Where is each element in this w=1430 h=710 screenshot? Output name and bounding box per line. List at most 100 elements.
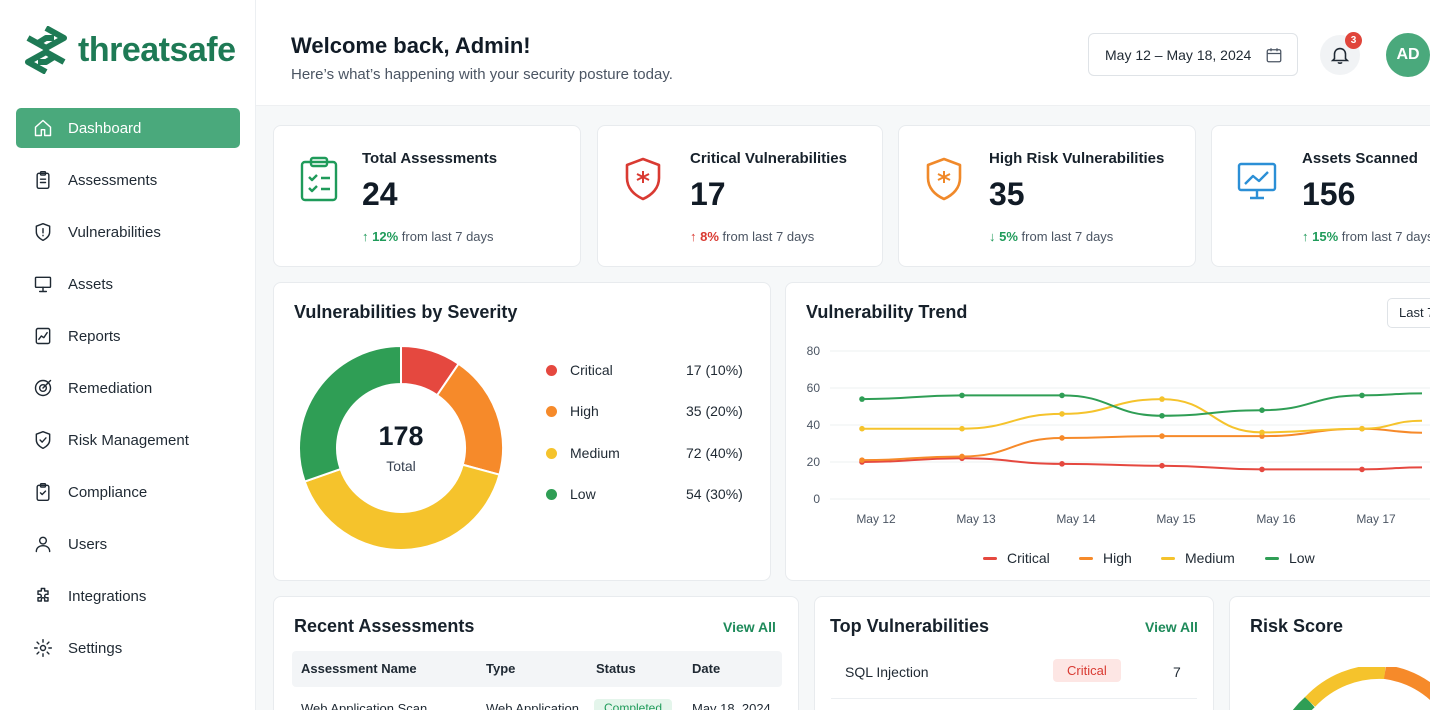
page-title: Welcome back, Admin! — [291, 33, 531, 58]
severity-card: Vulnerabilities by Severity 178 Total Cr… — [273, 282, 771, 581]
trend-card: Vulnerability Trend Last 7 0 20 40 60 80 May … — [785, 282, 1430, 581]
trend-range-dropdown[interactable]: Last 7 — [1387, 298, 1430, 328]
legend-dot — [546, 364, 557, 376]
trend-point-medium[interactable] — [959, 425, 965, 432]
home-icon — [32, 117, 54, 139]
bell-icon — [1330, 47, 1350, 65]
vuln-name: SQL Injection — [845, 664, 929, 680]
top-header: Welcome back, Admin! Here’s what’s happe… — [256, 0, 1430, 106]
legend-dot — [546, 405, 557, 417]
cell-type: Web Application — [486, 701, 579, 710]
trend-point-low[interactable] — [1259, 407, 1265, 413]
arrow-up-icon: ↑ — [690, 229, 701, 244]
nav-item-vulnerabilities[interactable]: Vulnerabilities — [16, 212, 240, 252]
stat-card-total-assessments[interactable]: Total Assessments 24 ↑ 12% from last 7 d… — [273, 125, 581, 267]
stat-change-pct: 5% — [999, 229, 1018, 244]
trend-point-low[interactable] — [1359, 392, 1365, 399]
trend-point-low[interactable] — [1059, 392, 1065, 399]
trend-point-high[interactable] — [959, 453, 965, 460]
nav-item-reports[interactable]: Reports — [16, 316, 240, 356]
trend-point-critical[interactable] — [1059, 461, 1065, 467]
nav-item-settings[interactable]: Settings — [16, 628, 240, 668]
calendar-icon — [1266, 48, 1282, 63]
trend-legend-critical: Critical — [983, 550, 1050, 566]
trend-point-medium[interactable] — [1059, 411, 1065, 417]
nav-item-integrations[interactable]: Integrations — [16, 576, 240, 616]
arrow-down-icon: ↓ — [989, 229, 1000, 244]
trend-line-medium — [862, 398, 1423, 434]
y-tick-label: 20 — [807, 455, 821, 469]
date-range-picker[interactable]: May 12 – May 18, 2024 — [1088, 33, 1298, 76]
stat-label: Assets Scanned — [1302, 150, 1418, 167]
nav-label: Vulnerabilities — [68, 223, 161, 241]
trend-point-low[interactable] — [859, 396, 865, 402]
stat-change-pct: 8% — [700, 229, 719, 244]
nav-item-risk-management[interactable]: Risk Management — [16, 420, 240, 460]
nav-label: Users — [68, 535, 108, 553]
column-header[interactable]: Assessment Name — [301, 661, 417, 676]
legend-label: High — [1103, 550, 1132, 566]
column-header[interactable]: Status — [596, 661, 636, 676]
user-avatar[interactable]: AD — [1386, 33, 1430, 77]
stat-card-high-risk-vulnerabilities[interactable]: High Risk Vulnerabilities 35 ↓ 5% from l… — [898, 125, 1196, 267]
brand-name: threatsafe — [78, 30, 236, 69]
trend-point-critical[interactable] — [1159, 462, 1165, 469]
column-header[interactable]: Type — [486, 661, 516, 676]
arrow-up-icon: ↑ — [1302, 229, 1313, 244]
column-header[interactable]: Date — [692, 661, 721, 676]
cell-name: Web Application Scan — [301, 701, 428, 710]
list-item[interactable]: SQL Injection Critical 7 — [831, 659, 1197, 699]
legend-label: Critical — [1007, 550, 1050, 566]
severity-donut-chart — [298, 344, 504, 551]
x-tick-label: May 15 — [1156, 512, 1196, 526]
nav-item-dashboard[interactable]: Dashboard — [16, 108, 240, 148]
recent-view-all-link[interactable]: View All — [723, 619, 776, 635]
trend-point-high[interactable] — [1159, 433, 1165, 439]
stat-card-critical-vulnerabilities[interactable]: Critical Vulnerabilities 17 ↑ 8% from la… — [597, 125, 883, 267]
risk-gauge — [1292, 667, 1430, 710]
sidebar: threatsafe Dashboard Assessments Vulnera… — [0, 0, 256, 710]
trend-point-medium[interactable] — [1259, 429, 1265, 436]
nav-item-users[interactable]: Users — [16, 524, 240, 564]
stat-value: 35 — [989, 176, 1025, 212]
nav-label: Assets — [68, 275, 114, 293]
stat-label: Critical Vulnerabilities — [690, 150, 847, 167]
legend-label: Medium — [1185, 550, 1235, 566]
trend-point-medium[interactable] — [1359, 425, 1365, 432]
stat-change: ↑ 8% from last 7 days — [690, 229, 814, 244]
trend-point-low[interactable] — [959, 392, 965, 399]
date-range-value: May 12 – May 18, 2024 — [1105, 46, 1252, 63]
y-tick-label: 60 — [807, 381, 821, 395]
nav-item-assets[interactable]: Assets — [16, 264, 240, 304]
brand-logo[interactable]: threatsafe — [24, 26, 236, 74]
stat-card-assets-scanned[interactable]: Assets Scanned 156 ↑ 15% from last 7 day… — [1211, 125, 1430, 267]
legend-item-critical: Critical 17 (10%) — [546, 362, 746, 378]
nav-item-compliance[interactable]: Compliance — [16, 472, 240, 512]
trend-point-high[interactable] — [1059, 435, 1065, 441]
trend-point-critical[interactable] — [1359, 466, 1365, 473]
trend-legend-high: High — [1079, 550, 1132, 566]
x-tick-label: May 17 — [1356, 512, 1396, 526]
donut-slice-low[interactable] — [298, 344, 402, 483]
legend-swatch — [983, 556, 997, 560]
nav-item-remediation[interactable]: Remediation — [16, 368, 240, 408]
trend-point-medium[interactable] — [1159, 396, 1165, 402]
main-nav: Dashboard Assessments Vulnerabilities As… — [16, 108, 240, 680]
nav-item-assessments[interactable]: Assessments — [16, 160, 240, 200]
recent-card-title: Recent Assessments — [294, 616, 475, 636]
top-vulns-title: Top Vulnerabilities — [830, 616, 990, 636]
trend-point-low[interactable] — [1159, 412, 1165, 419]
logo-mark-icon — [25, 26, 67, 74]
trend-point-critical[interactable] — [1259, 466, 1265, 473]
trend-point-medium[interactable] — [859, 425, 865, 432]
donut-slice-medium[interactable] — [303, 463, 501, 551]
trend-line-critical — [861, 457, 1423, 471]
stat-label: High Risk Vulnerabilities — [989, 150, 1165, 167]
legend-label: Low — [570, 486, 596, 502]
top-vulns-view-all-link[interactable]: View All — [1145, 619, 1198, 635]
trend-point-high[interactable] — [859, 457, 865, 463]
legend-item-high: High 35 (20%) — [546, 403, 746, 419]
legend-label: Medium — [570, 445, 620, 461]
legend-label: High — [570, 403, 599, 419]
nav-label: Dashboard — [68, 119, 142, 137]
